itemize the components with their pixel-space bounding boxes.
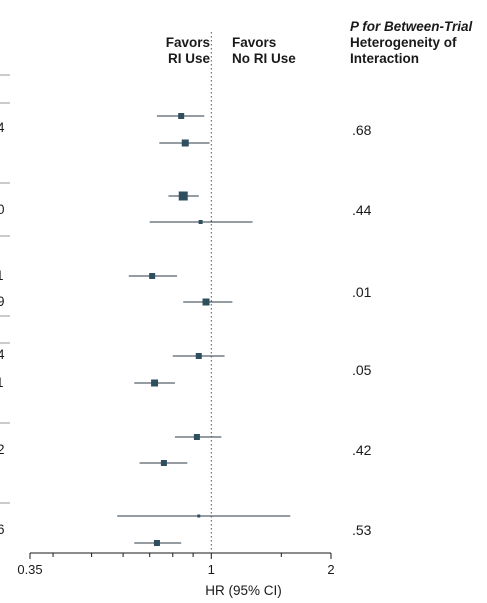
forest-marks bbox=[117, 113, 291, 546]
favors-ri-use-line1: Favors bbox=[165, 35, 210, 50]
x-tick-label: 1 bbox=[208, 562, 215, 577]
hr-point bbox=[195, 353, 202, 359]
cut-label-4: 9 bbox=[0, 294, 5, 309]
favors-ri-use-header: Favors RI Use bbox=[130, 35, 210, 67]
hr-point bbox=[193, 434, 200, 440]
p-value-2: .44 bbox=[352, 202, 372, 218]
hr-point bbox=[178, 191, 188, 201]
hr-point bbox=[181, 139, 189, 147]
cut-label-2: 0 bbox=[0, 202, 5, 217]
p-value-6: .53 bbox=[352, 522, 372, 538]
x-axis: 0.35 1 2 bbox=[17, 552, 335, 577]
x-tick-label: 0.35 bbox=[17, 562, 42, 577]
cut-label-1: 4 bbox=[0, 120, 5, 135]
hr-point bbox=[178, 113, 185, 119]
favors-no-ri-use-header: Favors No RI Use bbox=[232, 35, 322, 67]
hr-point bbox=[151, 379, 159, 387]
x-tick-label: 2 bbox=[327, 562, 334, 577]
hr-point bbox=[149, 273, 156, 279]
p-header-line1: P for Between-Trial bbox=[350, 19, 487, 35]
p-interaction-header: P for Between-Trial Heterogeneity of Int… bbox=[350, 19, 487, 67]
p-value-1: .68 bbox=[352, 122, 372, 138]
p-header-line1-text: P for Between-Trial bbox=[350, 19, 473, 34]
p-value-4: .05 bbox=[352, 362, 372, 378]
favors-ri-use-line2: RI Use bbox=[167, 51, 210, 66]
p-header-line2: Heterogeneity of bbox=[350, 35, 457, 50]
p-value-5: .42 bbox=[352, 442, 372, 458]
hr-point bbox=[202, 298, 210, 306]
p-value-3: .01 bbox=[352, 284, 372, 300]
hr-point bbox=[153, 540, 160, 546]
favors-no-ri-use-line1: Favors bbox=[232, 35, 277, 50]
p-header-line3: Interaction bbox=[350, 51, 420, 66]
hr-point bbox=[198, 220, 203, 224]
cut-label-3: 1 bbox=[0, 268, 4, 283]
cut-label-7: 2 bbox=[0, 442, 5, 457]
hr-point bbox=[160, 460, 167, 466]
row-separators bbox=[0, 74, 10, 504]
cut-label-8: 6 bbox=[0, 522, 5, 537]
cut-label-6: 1 bbox=[0, 375, 4, 390]
x-axis-title: HR (95% CI) bbox=[205, 583, 282, 598]
hr-point bbox=[197, 514, 201, 518]
cut-label-5: 4 bbox=[0, 347, 5, 362]
favors-no-ri-use-line2: No RI Use bbox=[232, 51, 296, 66]
